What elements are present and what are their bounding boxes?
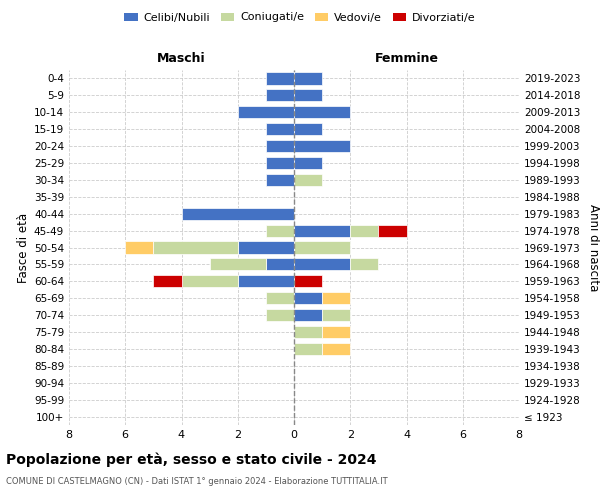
Bar bbox=[322, 292, 350, 304]
Bar bbox=[266, 224, 294, 236]
Bar bbox=[294, 106, 350, 118]
Bar bbox=[266, 123, 294, 136]
Y-axis label: Fasce di età: Fasce di età bbox=[17, 212, 30, 282]
Bar bbox=[266, 157, 294, 169]
Bar bbox=[294, 140, 350, 152]
Bar bbox=[294, 343, 322, 355]
Bar bbox=[350, 258, 379, 270]
Bar bbox=[294, 174, 322, 186]
Bar bbox=[294, 258, 350, 270]
Bar bbox=[294, 292, 322, 304]
Bar bbox=[154, 242, 238, 254]
Bar bbox=[266, 258, 294, 270]
Bar bbox=[294, 242, 350, 254]
Bar bbox=[294, 157, 322, 169]
Bar bbox=[294, 326, 322, 338]
Bar bbox=[209, 258, 266, 270]
Text: COMUNE DI CASTELMAGNO (CN) - Dati ISTAT 1° gennaio 2024 - Elaborazione TUTTITALI: COMUNE DI CASTELMAGNO (CN) - Dati ISTAT … bbox=[6, 478, 388, 486]
Bar bbox=[266, 292, 294, 304]
Bar bbox=[266, 90, 294, 102]
Bar bbox=[322, 309, 350, 321]
Bar bbox=[182, 208, 294, 220]
Bar bbox=[154, 275, 182, 287]
Bar bbox=[294, 275, 322, 287]
Bar bbox=[294, 72, 322, 85]
Bar bbox=[238, 275, 294, 287]
Bar bbox=[266, 140, 294, 152]
Bar bbox=[322, 326, 350, 338]
Bar bbox=[182, 275, 238, 287]
Legend: Celibi/Nubili, Coniugati/e, Vedovi/e, Divorziati/e: Celibi/Nubili, Coniugati/e, Vedovi/e, Di… bbox=[120, 8, 480, 27]
Text: Femmine: Femmine bbox=[374, 52, 439, 65]
Bar bbox=[266, 309, 294, 321]
Text: Maschi: Maschi bbox=[157, 52, 206, 65]
Bar bbox=[266, 174, 294, 186]
Bar bbox=[350, 224, 379, 236]
Bar bbox=[294, 224, 350, 236]
Text: Popolazione per età, sesso e stato civile - 2024: Popolazione per età, sesso e stato civil… bbox=[6, 452, 377, 467]
Bar bbox=[238, 106, 294, 118]
Bar bbox=[294, 90, 322, 102]
Y-axis label: Anni di nascita: Anni di nascita bbox=[587, 204, 600, 291]
Bar bbox=[379, 224, 407, 236]
Bar bbox=[266, 72, 294, 85]
Bar bbox=[322, 343, 350, 355]
Bar bbox=[238, 242, 294, 254]
Bar bbox=[294, 309, 322, 321]
Bar bbox=[125, 242, 154, 254]
Bar bbox=[294, 123, 322, 136]
